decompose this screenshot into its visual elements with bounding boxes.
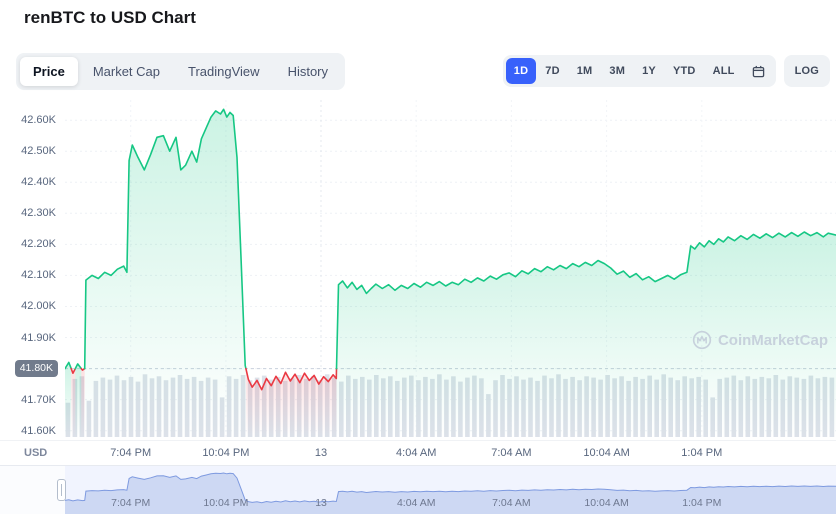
x-axis-label: 13 bbox=[314, 447, 328, 459]
x-axis-label: 7:04 AM bbox=[491, 447, 532, 459]
x-axis: USD 7:04 PM 10:04 PM 13 4:04 AM 7:04 AM 10:04… bbox=[0, 440, 836, 460]
tab-market-cap[interactable]: Market Cap bbox=[80, 57, 173, 86]
y-axis-price-badge: 41.80K bbox=[14, 359, 58, 377]
x-axis-label: 10:04 PM bbox=[202, 447, 250, 459]
calendar-icon bbox=[752, 65, 765, 78]
x-axis-label: 1:04 PM bbox=[681, 447, 723, 459]
navigator-time-label: 10:04 PM bbox=[203, 497, 249, 509]
price-plot-area[interactable] bbox=[65, 100, 836, 440]
y-axis-label: 41.90K bbox=[21, 331, 56, 344]
range-button-3m[interactable]: 3M bbox=[601, 58, 633, 84]
chart-toolbar: Price Market Cap TradingView History 1D … bbox=[16, 52, 830, 90]
x-axis-label: 7:04 PM bbox=[110, 447, 152, 459]
tab-price[interactable]: Price bbox=[20, 56, 78, 86]
range-button-all[interactable]: ALL bbox=[705, 58, 743, 84]
range-button-1y[interactable]: 1Y bbox=[634, 58, 664, 84]
navigator-time-label: 10:04 AM bbox=[584, 497, 629, 509]
page-title: renBTC to USD Chart bbox=[24, 8, 196, 27]
tab-history[interactable]: History bbox=[275, 57, 341, 86]
y-axis-label: 42.50K bbox=[21, 145, 56, 158]
time-range-controls: 1D 7D 1M 3M 1Y YTD ALL LOG bbox=[502, 55, 830, 87]
y-axis-label: 41.60K bbox=[21, 424, 56, 437]
navigator-time-label: 4:04 AM bbox=[396, 497, 436, 509]
y-axis-label: 42.00K bbox=[21, 300, 56, 313]
chart-type-tabs: Price Market Cap TradingView History bbox=[16, 52, 346, 90]
range-button-7d[interactable]: 7D bbox=[537, 58, 567, 84]
price-chart: 42.60K 42.50K 42.40K 42.30K 42.20K 42.10K 42.0… bbox=[0, 100, 836, 460]
range-button-1m[interactable]: 1M bbox=[569, 58, 601, 84]
y-axis-label: 42.60K bbox=[21, 114, 56, 127]
x-axis-label: 4:04 AM bbox=[396, 447, 437, 459]
y-axis-label: 42.20K bbox=[21, 238, 56, 251]
currency-label: USD bbox=[24, 447, 48, 459]
x-axis-label: 10:04 AM bbox=[583, 447, 630, 459]
y-axis-label: 41.70K bbox=[21, 393, 56, 406]
navigator-mini-chart[interactable] bbox=[0, 466, 836, 514]
y-axis-label: 42.10K bbox=[21, 269, 56, 282]
y-axis: 42.60K 42.50K 42.40K 42.30K 42.20K 42.10K 42.0… bbox=[0, 100, 60, 440]
range-button-1d[interactable]: 1D bbox=[505, 58, 537, 84]
y-axis-label: 42.30K bbox=[21, 207, 56, 220]
log-scale-button[interactable]: LOG bbox=[783, 55, 830, 87]
navigator-time-label: 7:04 AM bbox=[492, 497, 531, 509]
navigator-time-label: 1:04 PM bbox=[682, 497, 722, 509]
navigator-time-label: 13 bbox=[315, 497, 327, 509]
chart-navigator[interactable]: 7:04 PM 10:04 PM 13 4:04 AM 7:04 AM 10:04 AM 1… bbox=[0, 465, 836, 514]
range-button-ytd[interactable]: YTD bbox=[665, 58, 704, 84]
navigator-left-handle[interactable] bbox=[57, 479, 66, 501]
navigator-time-label: 7:04 PM bbox=[111, 497, 151, 509]
time-range-group: 1D 7D 1M 3M 1Y YTD ALL bbox=[502, 55, 776, 87]
calendar-button[interactable] bbox=[744, 60, 773, 83]
y-axis-label: 42.40K bbox=[21, 176, 56, 189]
tab-tradingview[interactable]: TradingView bbox=[175, 57, 273, 86]
